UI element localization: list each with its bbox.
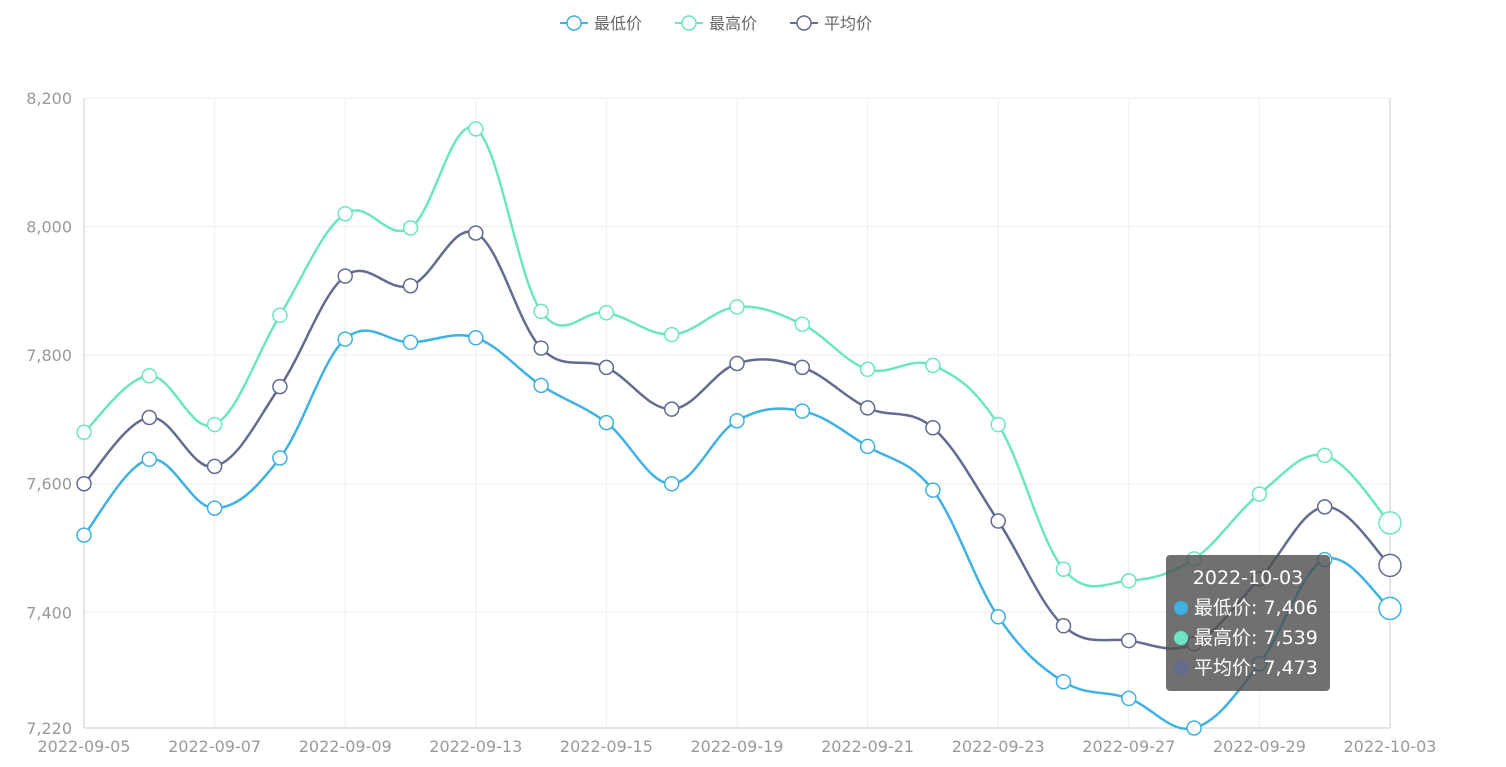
data-point: [990, 416, 1006, 433]
data-point: [272, 450, 288, 466]
data-point: [663, 401, 680, 417]
tooltip-high-value: 最高价: 7,539: [1194, 627, 1318, 649]
data-point: [337, 205, 353, 222]
tooltip-avg-value: 平均价: 7,473: [1194, 657, 1318, 679]
data-point: [337, 268, 353, 284]
tooltip-title: 2022-10-03: [1192, 567, 1304, 589]
data-point: [859, 361, 876, 378]
data-point: [663, 326, 680, 343]
data-point: [1378, 596, 1402, 621]
x-tick-label: 2022-09-23: [952, 737, 1045, 756]
data-point: [663, 475, 680, 492]
data-point: [402, 277, 419, 294]
data-point: [141, 451, 158, 468]
data-point: [925, 420, 941, 436]
legend-marker: [796, 15, 812, 31]
data-point: [402, 220, 419, 236]
x-tick-label: 2022-09-21: [821, 737, 914, 756]
data-point: [1121, 573, 1137, 589]
data-point: [1378, 553, 1402, 578]
data-point: [337, 331, 353, 347]
data-point: [598, 359, 615, 376]
data-point: [1055, 618, 1072, 634]
data-point: [206, 500, 223, 516]
y-tick-label: 7,220: [26, 719, 72, 738]
data-point: [206, 416, 223, 433]
data-point: [794, 316, 811, 333]
data-point: [468, 121, 484, 137]
tooltip: 2022-10-03 最低价: 7,406 最高价: 7,539 平均价: 7,…: [1166, 555, 1330, 691]
data-point: [206, 458, 223, 475]
y-tick-label: 7,600: [26, 475, 72, 494]
data-point: [1186, 720, 1202, 736]
data-point: [794, 359, 811, 376]
data-point: [729, 412, 745, 429]
data-point: [859, 438, 876, 455]
x-tick-label: 2022-09-13: [429, 737, 522, 756]
y-tick-label: 8,000: [26, 218, 72, 237]
data-point: [141, 409, 158, 426]
x-tick-label: 2022-10-03: [1344, 737, 1437, 756]
legend-marker: [566, 15, 582, 31]
data-point: [76, 475, 92, 492]
data-point: [1055, 673, 1072, 690]
data-point: [468, 225, 484, 241]
data-point: [533, 377, 549, 394]
x-tick-label: 2022-09-15: [560, 737, 653, 756]
tooltip-dot-low: [1174, 601, 1188, 615]
data-point: [925, 357, 941, 374]
data-point: [729, 299, 745, 315]
data-point: [1121, 690, 1137, 707]
data-point: [1251, 486, 1268, 502]
x-tick-label: 2022-09-09: [299, 737, 392, 756]
x-tick-label: 2022-09-05: [38, 737, 131, 756]
tooltip-row-low: 最低价: 7,406: [1174, 593, 1322, 623]
data-point: [1055, 561, 1072, 577]
x-tick-label: 2022-09-27: [1082, 737, 1175, 756]
data-point: [1316, 499, 1333, 515]
y-tick-label: 7,800: [26, 346, 72, 365]
tooltip-dot-high: [1174, 631, 1188, 645]
data-point: [272, 307, 288, 324]
tooltip-dot-avg: [1174, 661, 1188, 675]
series-line-1: [83, 126, 1391, 588]
data-point: [990, 513, 1006, 529]
data-point: [1316, 447, 1333, 464]
data-point: [794, 403, 811, 419]
legend-label: 最低价: [594, 14, 642, 33]
y-tick-label: 8,200: [26, 89, 72, 108]
data-point: [1121, 632, 1137, 649]
data-point: [468, 330, 484, 346]
data-point: [598, 414, 615, 431]
data-point: [859, 400, 876, 416]
tooltip-low-value: 最低价: 7,406: [1194, 597, 1318, 619]
y-tick-label: 7,400: [26, 603, 72, 622]
legend-label: 最高价: [709, 14, 757, 33]
data-point: [598, 304, 615, 321]
data-point: [1378, 511, 1402, 535]
tooltip-row-avg: 平均价: 7,473: [1174, 653, 1322, 683]
legend-label: 平均价: [824, 14, 872, 33]
data-point: [729, 355, 745, 372]
data-point: [76, 527, 92, 543]
x-tick-label: 2022-09-29: [1213, 737, 1306, 756]
data-point: [76, 424, 92, 441]
data-point: [533, 303, 549, 320]
data-point: [272, 378, 288, 395]
legend-marker: [681, 15, 697, 31]
x-tick-label: 2022-09-19: [691, 737, 784, 756]
data-point: [141, 367, 158, 384]
data-point: [533, 340, 549, 356]
data-point: [402, 334, 419, 351]
x-tick-label: 2022-09-07: [168, 737, 261, 756]
data-point: [925, 482, 941, 498]
data-point: [990, 609, 1006, 625]
tooltip-row-high: 最高价: 7,539: [1174, 623, 1322, 653]
